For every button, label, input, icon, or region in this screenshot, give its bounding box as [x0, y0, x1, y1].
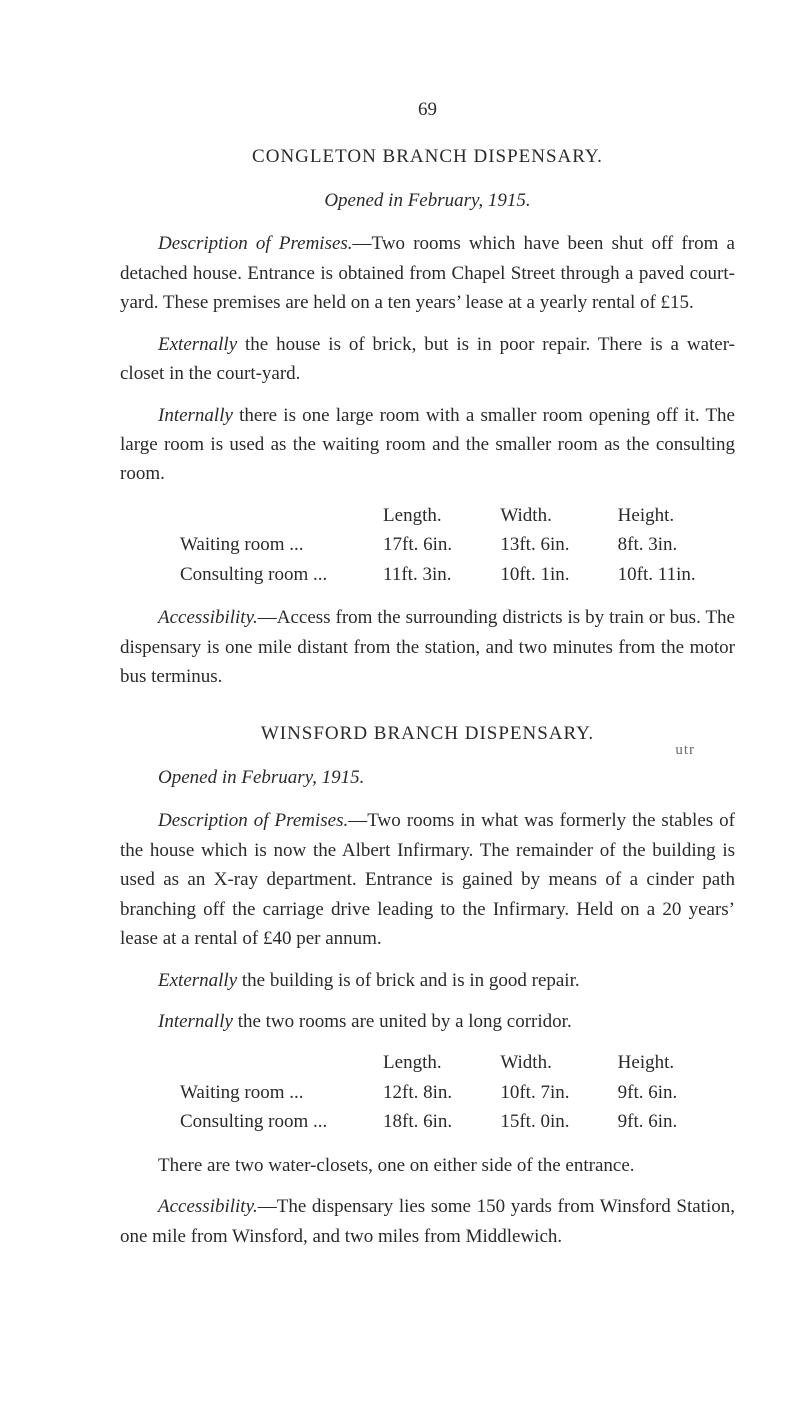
table-header-row: Length. Width. Height.: [120, 501, 735, 530]
table-cell: 9ft. 6in.: [618, 1107, 735, 1136]
table-cell: 13ft. 6in.: [500, 530, 617, 559]
table-cell: Waiting room ...: [120, 530, 383, 559]
table-cell: 10ft. 11in.: [618, 560, 735, 589]
table-header-length: Length.: [383, 501, 500, 530]
table-row: Consulting room ... 11ft. 3in. 10ft. 1in…: [120, 560, 735, 589]
table-cell: 11ft. 3in.: [383, 560, 500, 589]
congleton-internally: Internally there is one large room with …: [120, 401, 735, 489]
paragraph-head: Description of Premises.: [158, 233, 353, 254]
table-cell: Waiting room ...: [120, 1078, 383, 1107]
paragraph-head: Accessibility.: [158, 607, 258, 628]
winsford-title: WINSFORD BRANCH DISPENSARY.: [261, 723, 594, 744]
winsford-description: Description of Premises.—Two rooms in wh…: [120, 806, 735, 953]
winsford-dimensions-table: Length. Width. Height. Waiting room ... …: [120, 1048, 735, 1136]
table-cell: 10ft. 7in.: [500, 1078, 617, 1107]
paragraph-head: Accessibility.: [158, 1196, 258, 1217]
table-cell: 9ft. 6in.: [618, 1078, 735, 1107]
table-header-height: Height.: [618, 501, 735, 530]
table-cell: [120, 501, 383, 530]
winsford-opened: Opened in February, 1915.: [120, 763, 735, 792]
table-cell: 8ft. 3in.: [618, 530, 735, 559]
table-header-height: Height.: [618, 1048, 735, 1077]
table-header-length: Length.: [383, 1048, 500, 1077]
table-cell: Consulting room ...: [120, 1107, 383, 1136]
table-cell: Consulting room ...: [120, 560, 383, 589]
table-cell: [120, 1048, 383, 1077]
paragraph-head: Externally: [158, 334, 237, 355]
table-cell: 17ft. 6in.: [383, 530, 500, 559]
winsford-title-wrap: WINSFORD BRANCH DISPENSARY. utr: [120, 719, 735, 748]
congleton-dimensions-table: Length. Width. Height. Waiting room ... …: [120, 501, 735, 589]
table-row: Waiting room ... 12ft. 8in. 10ft. 7in. 9…: [120, 1078, 735, 1107]
table-cell: 18ft. 6in.: [383, 1107, 500, 1136]
winsford-closets: There are two water-closets, one on eith…: [120, 1151, 735, 1180]
congleton-title: CONGLETON BRANCH DISPENSARY.: [120, 142, 735, 171]
page-number: 69: [120, 95, 735, 124]
paragraph-head: Internally: [158, 1011, 233, 1032]
congleton-opened: Opened in February, 1915.: [120, 186, 735, 215]
print-artifact: utr: [675, 739, 695, 762]
congleton-externally: Externally the house is of brick, but is…: [120, 330, 735, 389]
table-row: Waiting room ... 17ft. 6in. 13ft. 6in. 8…: [120, 530, 735, 559]
page-content: 69 CONGLETON BRANCH DISPENSARY. Opened i…: [120, 95, 735, 1263]
winsford-internally: Internally the two rooms are united by a…: [120, 1007, 735, 1036]
table-header-width: Width.: [500, 1048, 617, 1077]
paragraph-head: Description of Premises.: [158, 810, 348, 831]
table-header-width: Width.: [500, 501, 617, 530]
paragraph-head: Externally: [158, 970, 237, 991]
table-cell: 10ft. 1in.: [500, 560, 617, 589]
table-cell: 15ft. 0in.: [500, 1107, 617, 1136]
table-row: Consulting room ... 18ft. 6in. 15ft. 0in…: [120, 1107, 735, 1136]
paragraph-body: the building is of brick and is in good …: [237, 970, 579, 991]
congleton-accessibility: Accessibility.—Access from the surroundi…: [120, 603, 735, 691]
paragraph-body: the two rooms are united by a long corri…: [233, 1011, 572, 1032]
table-cell: 12ft. 8in.: [383, 1078, 500, 1107]
winsford-accessibility: Accessibility.—The dispensary lies some …: [120, 1192, 735, 1251]
winsford-externally: Externally the building is of brick and …: [120, 966, 735, 995]
congleton-description: Description of Premises.—Two rooms which…: [120, 229, 735, 317]
table-header-row: Length. Width. Height.: [120, 1048, 735, 1077]
paragraph-head: Internally: [158, 405, 233, 426]
